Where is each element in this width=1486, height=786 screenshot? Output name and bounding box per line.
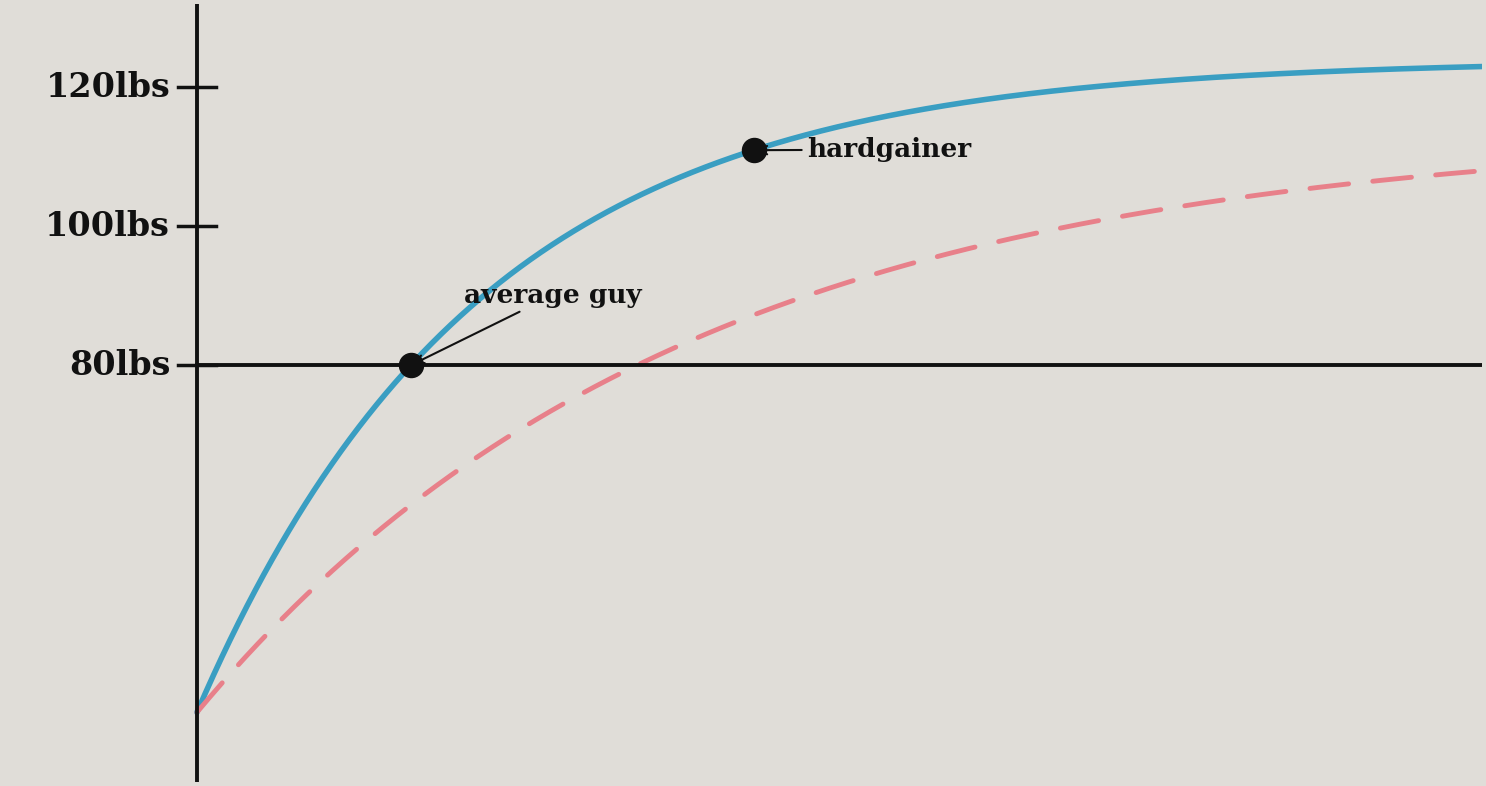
Text: average guy: average guy (416, 283, 642, 363)
Text: 80lbs: 80lbs (68, 349, 169, 382)
Text: hardgainer: hardgainer (759, 137, 972, 162)
Text: 120lbs: 120lbs (46, 71, 169, 104)
Text: 100lbs: 100lbs (45, 210, 169, 243)
Point (398, 359, 422, 372)
Point (742, 144, 765, 156)
